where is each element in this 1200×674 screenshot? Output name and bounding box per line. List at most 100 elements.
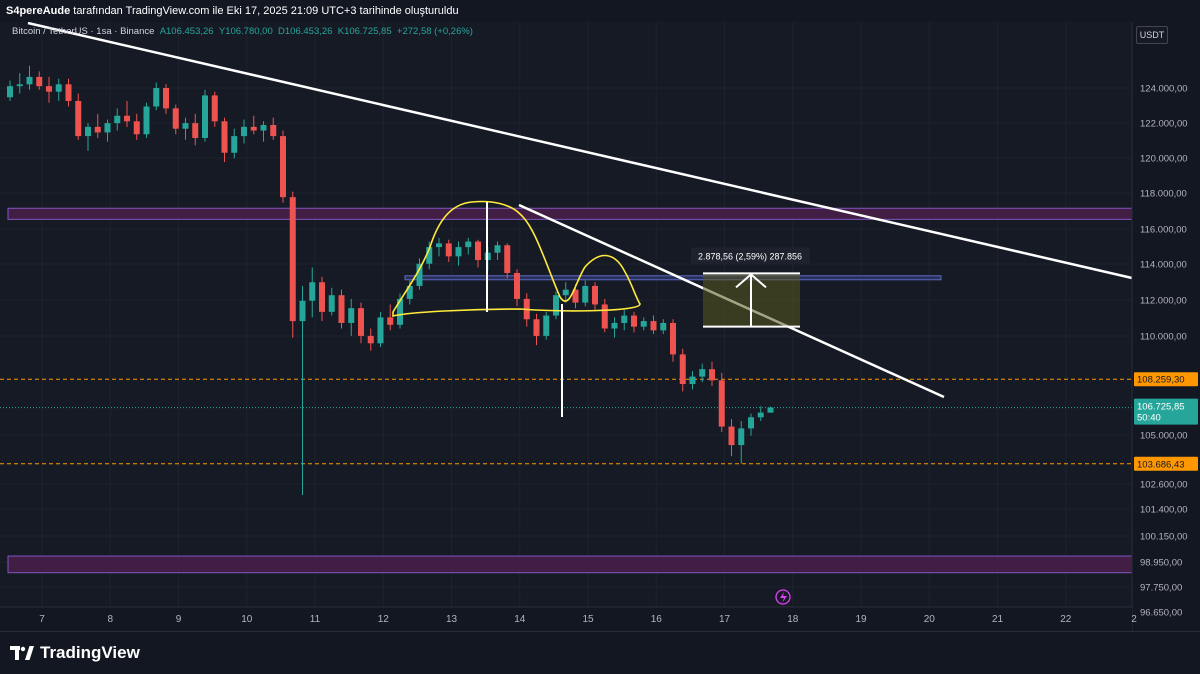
candle-body [260, 125, 267, 131]
price-axis-panel [1132, 22, 1200, 631]
low-value: D106.453,26 [278, 26, 333, 37]
purple-zone [7, 555, 1133, 574]
candle-body [172, 108, 179, 129]
candle-body [601, 304, 608, 329]
candle-body [55, 84, 62, 92]
tradingview-logo[interactable]: TradingView [10, 642, 140, 664]
candle-body [406, 285, 413, 299]
price-chart[interactable]: 2.878,56 (2,59%) 287.856 124.000,00 122.0… [0, 22, 1200, 631]
candle-body [475, 241, 481, 261]
current-price-tag [1134, 398, 1198, 425]
candle-body [679, 354, 686, 384]
measure-arrow-head [735, 273, 767, 289]
price-tick-label: 114.000,00 [1140, 260, 1187, 271]
price-level-label: 108.259,30 [1137, 375, 1185, 386]
candle-body [182, 123, 189, 129]
time-tick-label: 21 [992, 614, 1004, 625]
close-value: K106.725,85 [337, 26, 392, 37]
measure-label-box [691, 247, 810, 265]
candle-body [465, 241, 472, 248]
price-tick-label: 98.950,00 [1140, 558, 1182, 569]
price-tick-label: 124.000,00 [1140, 84, 1188, 95]
candle-body [202, 95, 208, 138]
time-tick-label: 18 [787, 614, 799, 625]
candle-body [757, 412, 764, 418]
price-level-tag [1134, 372, 1198, 387]
candle-body [582, 285, 589, 303]
candle-body [65, 84, 72, 101]
candle-body [309, 282, 316, 301]
candle-body [104, 123, 111, 133]
candle-body [670, 322, 676, 355]
time-tick-label: 19 [855, 614, 867, 625]
symbol-name: Bitcoin / TetherUS · 1sa · Binance [12, 26, 155, 37]
candle-body [455, 247, 462, 257]
time-tick-label: 17 [719, 614, 731, 625]
price-tick-label: 101.400,00 [1140, 505, 1188, 516]
candle-body [650, 321, 657, 331]
candle-body [358, 308, 364, 336]
price-levels [0, 378, 1132, 465]
candle-body [631, 315, 637, 327]
candle-body [124, 115, 130, 122]
candle-body [85, 126, 91, 137]
currency-badge[interactable]: USDT [1136, 26, 1168, 44]
candle-body [153, 88, 160, 107]
candle-body [572, 289, 579, 303]
candle-body [718, 380, 725, 427]
price-tick-label: 112.000,00 [1140, 296, 1187, 307]
time-tick-label: 8 [107, 614, 113, 625]
candle-body [767, 407, 774, 413]
blue-zone [404, 275, 942, 281]
price-axis: 124.000,00 122.000,00 120.000,00 118.000,00… [1131, 22, 1200, 631]
time-tick-label: 20 [924, 614, 936, 625]
candle-body [46, 86, 52, 92]
open-value: A106.453,26 [159, 26, 214, 37]
candle-body [338, 295, 345, 323]
candle-body [16, 84, 23, 87]
price-level-tag [1134, 456, 1198, 471]
time-tick-label: 11 [310, 614, 321, 625]
candle-body [426, 247, 433, 264]
candle-body [514, 273, 520, 299]
candle-body [75, 100, 82, 137]
candle-body [211, 95, 218, 122]
change-value: +272,58 (+0,26%) [396, 26, 473, 37]
candle-body [280, 136, 286, 198]
price-tick-label: 122.000,00 [1140, 119, 1188, 130]
candle-body [328, 295, 335, 312]
current-price-label: 106.725,85 [1137, 402, 1185, 413]
candle-body [494, 245, 501, 253]
price-tick-label: 96.650,00 [1140, 608, 1182, 619]
time-tick-label: 9 [176, 614, 182, 625]
brand-name: TradingView [40, 643, 140, 662]
price-level-label: 103.686,43 [1137, 459, 1185, 470]
symbol-legend: Bitcoin / TetherUS · 1sa · Binance A106.… [12, 26, 473, 37]
tradingview-logo-icon [10, 646, 34, 660]
countdown-label: 50:40 [1137, 413, 1161, 424]
price-tick-label: 116.000,00 [1140, 225, 1187, 236]
price-tick-label: 110.000,00 [1140, 332, 1187, 343]
caption-text: tarafından TradingView.com ile Eki 17, 2… [70, 5, 459, 17]
candle-body [94, 126, 101, 133]
candle-body [640, 321, 647, 327]
candle-body [660, 322, 667, 331]
drawings: 2.878,56 (2,59%) 287.856 [27, 22, 1133, 605]
price-tick-label: 120.000,00 [1140, 154, 1188, 165]
price-tick-label: 102.600,00 [1140, 480, 1188, 491]
candle-body [221, 121, 228, 153]
candle-body [241, 126, 247, 137]
time-axis-panel [0, 607, 1132, 631]
candle-body [377, 317, 384, 344]
event-marker-icon [775, 589, 791, 605]
purple-zone [7, 207, 1133, 220]
price-tick-label: 97.750,00 [1140, 583, 1182, 594]
price-tick-label: 118.000,00 [1140, 189, 1187, 200]
time-tick-label: 10 [241, 614, 253, 625]
candle-body [504, 245, 511, 273]
price-tick-label: 100.150,00 [1140, 532, 1188, 543]
candle-body [289, 197, 296, 322]
candle-body [114, 115, 121, 124]
candle-body [26, 76, 33, 85]
support-resistance-zones [7, 207, 1133, 574]
